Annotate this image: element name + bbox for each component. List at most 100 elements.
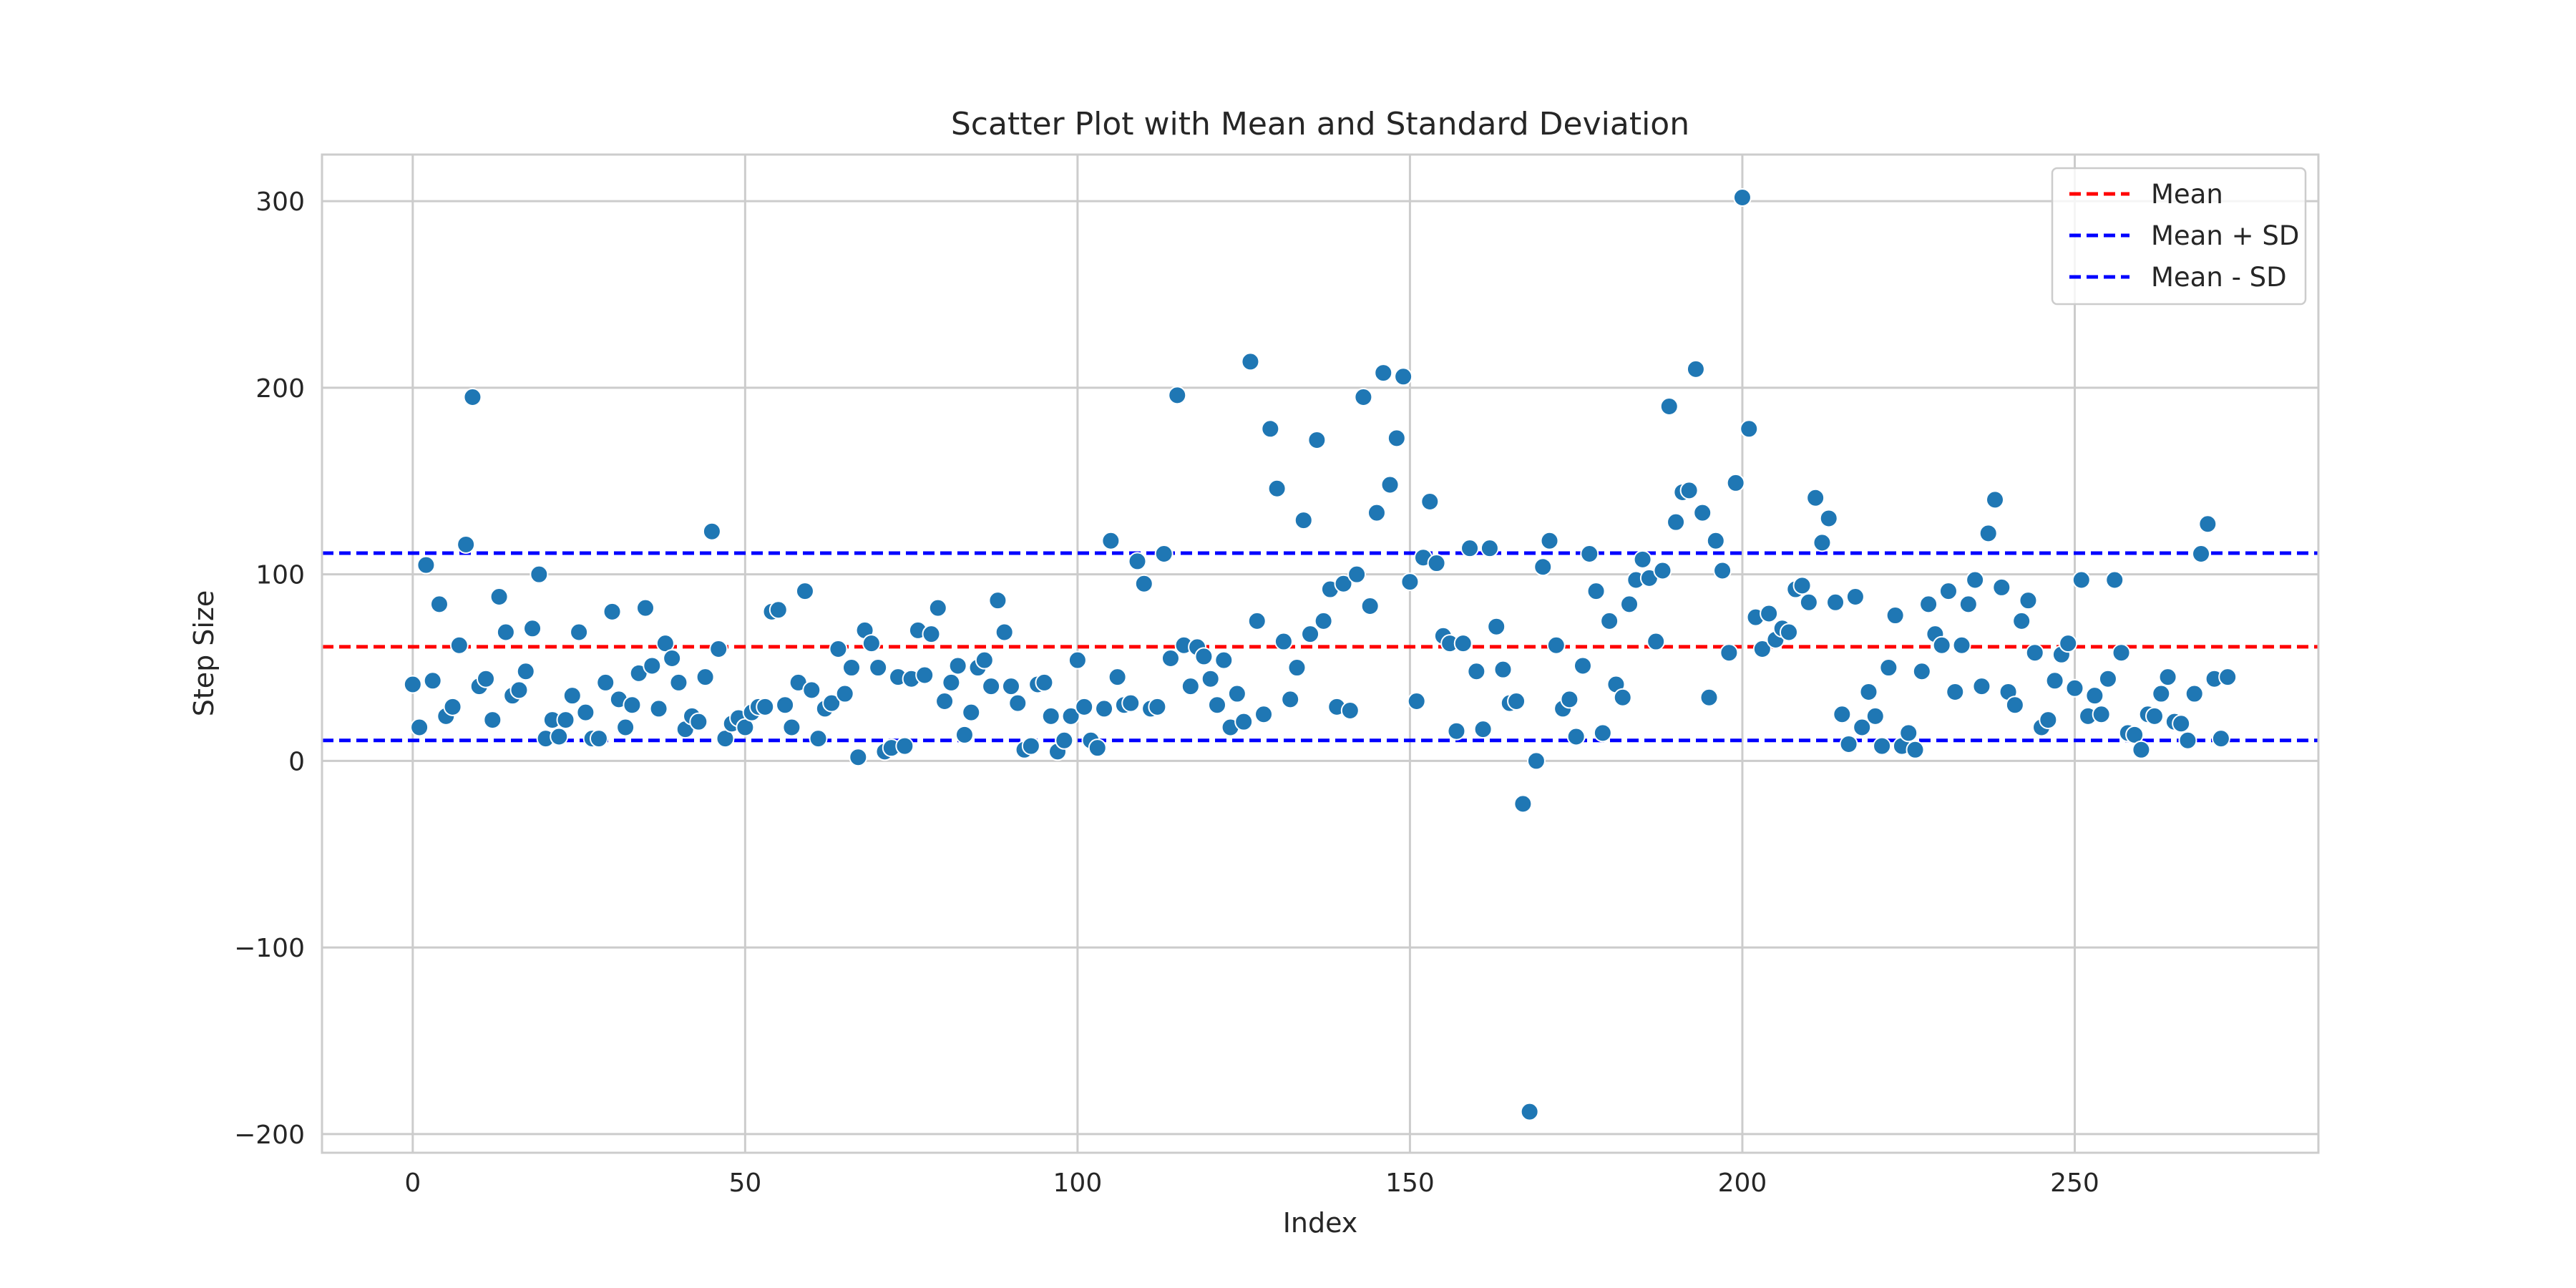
data-point: [1966, 570, 1985, 590]
data-point: [829, 639, 848, 658]
data-point: [1334, 574, 1353, 593]
y-tick-label: −200: [234, 1121, 305, 1150]
data-point: [2072, 570, 2091, 590]
data-point: [1095, 699, 1114, 718]
data-point: [776, 696, 795, 715]
data-point: [1148, 697, 1167, 716]
data-point: [835, 684, 854, 703]
data-point: [1873, 736, 1892, 756]
data-point: [1214, 650, 1234, 670]
data-point: [988, 591, 1008, 610]
data-point: [663, 649, 682, 668]
data-point: [1865, 706, 1885, 726]
data-point: [1659, 397, 1679, 416]
data-point: [1088, 738, 1107, 758]
data-point: [1899, 723, 1918, 743]
data-point: [1740, 419, 1759, 439]
data-point: [1121, 693, 1141, 713]
data-point: [1667, 512, 1686, 532]
data-point: [1480, 539, 1499, 558]
data-point: [795, 582, 814, 601]
data-point: [842, 658, 862, 678]
data-point: [1806, 488, 1825, 507]
data-point: [1021, 736, 1040, 756]
data-point: [550, 727, 569, 746]
data-point: [643, 656, 662, 675]
data-point: [523, 619, 542, 638]
data-point: [1573, 656, 1592, 675]
data-point: [1919, 595, 1938, 614]
y-axis-ticks: −200 −100 0 100 200 300: [234, 187, 305, 1150]
data-point: [1394, 367, 1413, 386]
data-point: [1041, 706, 1060, 726]
data-point: [935, 691, 955, 711]
data-point: [556, 711, 575, 730]
data-point: [782, 718, 801, 737]
data-point: [443, 697, 462, 716]
data-point: [1533, 557, 1553, 577]
x-tick-label: 50: [728, 1169, 761, 1198]
data-point: [669, 673, 688, 692]
data-point: [1732, 187, 1752, 207]
data-point: [1154, 545, 1174, 563]
data-point: [1227, 684, 1246, 703]
data-point: [1593, 723, 1612, 743]
data-point: [849, 748, 868, 767]
data-point: [1427, 554, 1446, 573]
data-point: [1068, 650, 1087, 670]
legend-label-mean: Mean: [2151, 179, 2223, 210]
data-point: [1347, 565, 1367, 584]
data-point: [1699, 688, 1719, 707]
data-point: [1507, 691, 1526, 711]
data-point: [2211, 729, 2230, 748]
data-point: [1979, 524, 1998, 543]
data-point: [2005, 696, 2024, 715]
data-point: [915, 665, 935, 685]
data-point: [1686, 359, 1705, 379]
reference-lines: [322, 551, 2318, 743]
data-point: [1008, 693, 1028, 713]
data-point: [1460, 539, 1480, 558]
data-point: [2145, 706, 2164, 726]
data-point: [1752, 639, 1772, 658]
data-point: [1526, 751, 1546, 771]
data-point: [1314, 611, 1333, 630]
data-point: [2178, 731, 2197, 750]
y-axis-title: Step Size: [188, 590, 220, 717]
data-point: [2198, 514, 2218, 534]
plot-area-background: [322, 155, 2318, 1153]
data-point: [928, 598, 947, 618]
data-point: [1779, 623, 1798, 642]
data-point: [576, 703, 595, 722]
data-point: [1274, 632, 1293, 651]
data-point: [862, 634, 881, 653]
data-point: [2192, 545, 2211, 563]
data-point: [1294, 511, 1313, 530]
data-point: [457, 535, 476, 554]
data-point: [1035, 673, 1054, 692]
data-point: [1447, 721, 1466, 741]
data-point: [616, 718, 635, 737]
data-point: [509, 680, 529, 700]
data-point: [410, 718, 429, 737]
data-point: [1513, 794, 1533, 814]
data-point: [570, 623, 589, 642]
data-point: [1813, 533, 1832, 552]
data-point: [1261, 419, 1280, 439]
data-point: [1653, 561, 1672, 580]
data-point: [696, 668, 715, 687]
data-point: [2025, 643, 2044, 663]
data-point: [1201, 669, 1220, 688]
data-point: [1946, 682, 1965, 701]
data-point: [709, 639, 728, 658]
data-points: [403, 187, 2238, 1121]
data-point: [1493, 660, 1513, 679]
data-point: [702, 522, 721, 541]
data-point: [1267, 479, 1287, 498]
data-point: [955, 725, 974, 744]
data-point: [2065, 678, 2084, 698]
data-point: [1075, 697, 1094, 716]
y-tick-label: −100: [234, 934, 305, 963]
data-point: [1281, 690, 1300, 709]
data-point: [2105, 570, 2124, 590]
